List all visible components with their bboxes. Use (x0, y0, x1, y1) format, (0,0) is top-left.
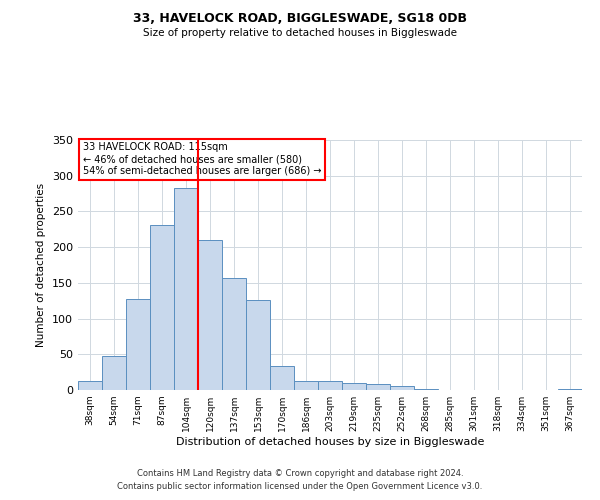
Bar (222, 278, 246, 390)
Bar (294, 380, 318, 390)
Text: 33 HAVELOCK ROAD: 115sqm
← 46% of detached houses are smaller (580)
54% of semi-: 33 HAVELOCK ROAD: 115sqm ← 46% of detach… (83, 142, 322, 176)
Bar (150, 225, 174, 390)
Bar (198, 240, 222, 390)
Bar (366, 384, 390, 390)
Bar (246, 300, 270, 390)
Y-axis label: Number of detached properties: Number of detached properties (37, 183, 46, 347)
Bar (102, 356, 126, 390)
Text: Size of property relative to detached houses in Biggleswade: Size of property relative to detached ho… (143, 28, 457, 38)
Text: 33, HAVELOCK ROAD, BIGGLESWADE, SG18 0DB: 33, HAVELOCK ROAD, BIGGLESWADE, SG18 0DB (133, 12, 467, 26)
X-axis label: Distribution of detached houses by size in Biggleswade: Distribution of detached houses by size … (176, 437, 484, 447)
Bar (78, 382, 102, 390)
Bar (318, 382, 342, 390)
Text: Contains HM Land Registry data © Crown copyright and database right 2024.: Contains HM Land Registry data © Crown c… (137, 468, 463, 477)
Bar (174, 188, 198, 390)
Bar (390, 386, 414, 390)
Bar (126, 300, 150, 390)
Bar (342, 383, 366, 390)
Bar (270, 366, 294, 390)
Text: Contains public sector information licensed under the Open Government Licence v3: Contains public sector information licen… (118, 482, 482, 491)
